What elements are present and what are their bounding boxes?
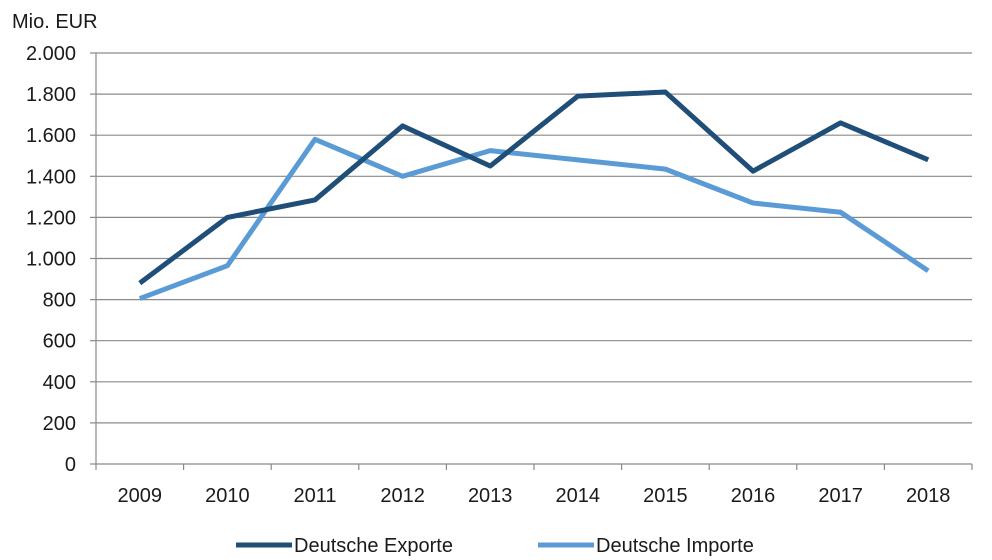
y-tick-label: 200 — [43, 413, 76, 435]
y-tick-label: 400 — [43, 372, 76, 394]
y-tick-label: 1.400 — [26, 166, 76, 188]
x-tick-label: 2010 — [205, 485, 250, 507]
x-tick-label: 2015 — [643, 485, 688, 507]
x-tick-label: 2011 — [293, 485, 336, 507]
y-tick-label: 1.000 — [26, 249, 76, 271]
y-tick-label: 0 — [65, 454, 76, 476]
gridlines — [96, 52, 972, 424]
y-tick-label: 800 — [43, 290, 76, 312]
y-tick-label: 600 — [43, 331, 76, 353]
y-tick-label: 2.000 — [26, 43, 76, 65]
series-line-exporte — [138, 89, 930, 286]
legend-label: Deutsche Importe — [596, 535, 754, 557]
x-tick-label: 2012 — [380, 485, 425, 507]
y-axis-ticks: 0 200 400 600 800 1.000 1.200 1.400 1.600 1.800 2.… — [26, 43, 96, 476]
y-tick-label: 1.600 — [26, 125, 76, 147]
x-tick-label: 2009 — [118, 485, 163, 507]
legend-label: Deutsche Exporte — [294, 535, 453, 557]
series-line-importe — [138, 136, 930, 301]
x-tick-label: 2018 — [906, 485, 951, 507]
x-tick-label: 2017 — [818, 485, 863, 507]
x-tick-label: 2016 — [731, 485, 776, 507]
x-tick-label: 2014 — [556, 485, 601, 507]
y-tick-label: 1.800 — [26, 84, 76, 106]
x-axis-ticks: 2009 2010 2011 2012 2013 2014 2015 2016 2017 2018 — [95, 464, 973, 507]
y-tick-label: 1.200 — [26, 207, 76, 229]
y-axis-title: Mio. EUR — [12, 11, 98, 33]
x-tick-label: 2013 — [468, 485, 513, 507]
legend: Deutsche Exporte Deutsche Importe — [236, 535, 754, 557]
series-lines — [138, 89, 930, 301]
